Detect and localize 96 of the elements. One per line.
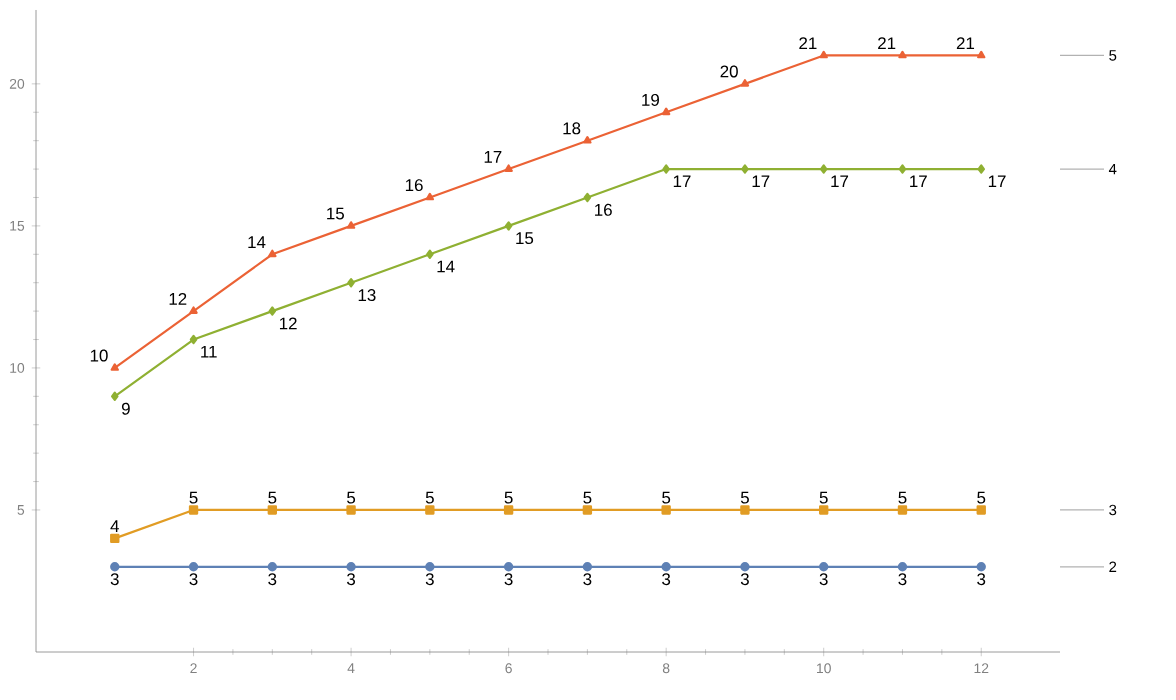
data-label: 5 <box>504 491 513 504</box>
data-label: 21 <box>799 37 817 50</box>
point <box>740 562 750 572</box>
point <box>347 278 355 288</box>
point <box>268 249 277 258</box>
data-label: 5 <box>898 491 907 504</box>
point <box>503 505 514 515</box>
data-label: 16 <box>595 203 612 216</box>
data-label: 3 <box>583 573 592 586</box>
data-label: 21 <box>956 37 975 50</box>
point <box>346 562 356 572</box>
data-label: 14 <box>248 236 266 248</box>
point <box>976 505 986 515</box>
data-label: 5 <box>819 491 828 504</box>
point <box>897 505 908 515</box>
point <box>977 50 986 59</box>
point <box>346 221 356 229</box>
point <box>425 505 435 515</box>
point <box>898 50 907 59</box>
data-label: 3 <box>740 573 749 586</box>
point <box>976 562 986 572</box>
data-label: 5 <box>740 491 749 504</box>
data-label: 9 <box>121 402 130 415</box>
point <box>188 562 199 572</box>
point <box>897 562 908 572</box>
point <box>582 562 593 572</box>
point <box>426 249 434 259</box>
data-label: 17 <box>831 175 849 188</box>
data-label: 3 <box>662 573 671 586</box>
data-label: 19 <box>642 93 659 106</box>
data-label: 12 <box>169 292 187 305</box>
data-label: 3 <box>347 573 356 586</box>
point <box>425 192 435 201</box>
data-label: 3 <box>110 573 119 586</box>
point <box>346 505 356 515</box>
data-label: 3 <box>189 573 198 586</box>
point <box>977 164 986 174</box>
point <box>110 363 119 371</box>
data-label: 5 <box>268 491 277 504</box>
data-label: 3 <box>268 573 277 586</box>
data-label: 18 <box>563 122 581 135</box>
point <box>661 107 671 116</box>
point <box>267 562 277 572</box>
data-label: 17 <box>673 175 691 188</box>
point <box>661 505 671 515</box>
point <box>582 505 593 515</box>
point <box>898 164 907 174</box>
point <box>819 164 828 174</box>
point <box>819 562 829 572</box>
data-label: 5 <box>662 491 671 504</box>
point <box>583 135 592 144</box>
point <box>189 306 198 315</box>
data-label: 14 <box>437 260 455 273</box>
point <box>110 562 120 572</box>
data-label: 5 <box>347 491 356 504</box>
data-label: 17 <box>484 151 502 163</box>
point <box>267 505 277 515</box>
data-label: 3 <box>898 573 907 586</box>
point <box>662 164 670 174</box>
point <box>740 79 750 87</box>
data-label: 13 <box>358 289 376 302</box>
data-label: 17 <box>910 175 927 188</box>
data-label: 11 <box>201 345 217 358</box>
data-label: 21 <box>878 37 896 50</box>
data-label: 5 <box>583 491 592 504</box>
data-label: 17 <box>988 175 1006 188</box>
point <box>661 562 671 572</box>
data-label: 3 <box>425 573 434 586</box>
point <box>425 562 435 572</box>
point <box>583 192 592 203</box>
data-label: 16 <box>405 179 423 192</box>
point <box>110 391 119 402</box>
data-label: 17 <box>752 175 770 188</box>
point <box>189 334 198 345</box>
data-label: 3 <box>977 573 986 586</box>
point <box>504 164 513 172</box>
data-label: 15 <box>327 207 344 220</box>
point <box>819 505 829 515</box>
data-label: 3 <box>819 573 828 586</box>
point <box>504 221 513 231</box>
point <box>503 562 514 572</box>
data-label: 15 <box>516 232 534 245</box>
data-label: 5 <box>977 491 986 504</box>
data-label: 3 <box>504 573 513 586</box>
point <box>819 50 828 59</box>
data-label: 20 <box>720 65 738 78</box>
data-label: 12 <box>279 317 297 330</box>
point <box>110 533 120 544</box>
point <box>188 505 199 515</box>
data-label: 5 <box>425 491 434 504</box>
data-label: 10 <box>90 349 108 362</box>
point <box>740 505 750 515</box>
data-label: 5 <box>189 491 198 504</box>
data-label: 4 <box>110 520 119 532</box>
point <box>268 306 277 316</box>
point <box>741 164 749 174</box>
